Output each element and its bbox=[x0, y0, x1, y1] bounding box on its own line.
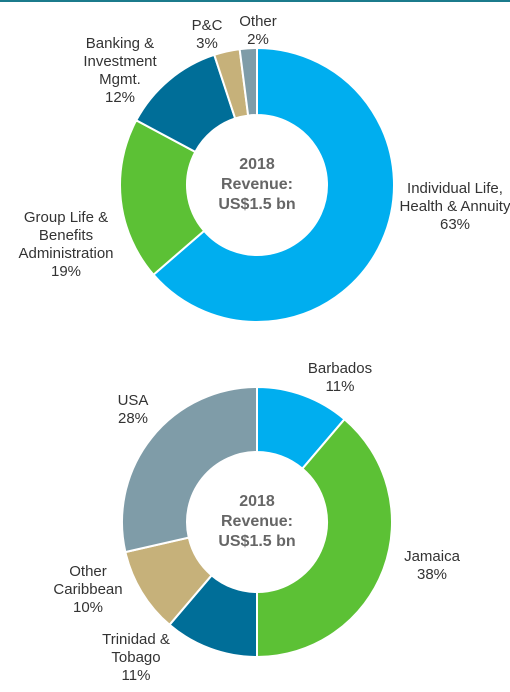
donut-segment bbox=[256, 417, 393, 659]
segment-label: Individual Life, Health & Annuity 63% bbox=[396, 180, 510, 234]
category-label: Barbados bbox=[307, 360, 373, 377]
segment-label: Barbados 11% bbox=[295, 360, 385, 396]
category-label: Other bbox=[239, 13, 277, 30]
segment-label: Other 2% bbox=[233, 13, 283, 49]
segment-label: Jamaica 38% bbox=[392, 548, 472, 584]
donut-segment bbox=[121, 385, 258, 554]
category-label: Trinidad & Tobago bbox=[102, 631, 170, 666]
segment-label: P&C 3% bbox=[187, 17, 227, 53]
segment-label: Banking & Investment Mgmt. 12% bbox=[74, 35, 166, 107]
header-rule bbox=[0, 0, 510, 2]
value-label: 11% bbox=[121, 667, 151, 684]
value-label: 10% bbox=[72, 599, 104, 616]
category-label: Jamaica bbox=[404, 548, 460, 565]
segment-label: Other Caribbean 10% bbox=[43, 563, 133, 617]
value-label: 2% bbox=[247, 31, 269, 48]
value-label: 38% bbox=[416, 566, 448, 583]
donut-segment bbox=[238, 46, 258, 117]
category-label: Individual Life, Health & Annuity bbox=[399, 180, 510, 215]
value-label: 63% bbox=[439, 216, 471, 233]
segment-label: Group Life & Benefits Administration 19% bbox=[10, 209, 122, 281]
value-label: 28% bbox=[117, 410, 149, 427]
value-label: 3% bbox=[196, 35, 218, 52]
category-label: Other Caribbean bbox=[53, 563, 123, 598]
center-label: 2018 Revenue: US$1.5 bn bbox=[218, 493, 296, 550]
category-label: Banking & Investment Mgmt. bbox=[83, 35, 157, 88]
segment-label: USA 28% bbox=[103, 392, 163, 428]
category-label: Group Life & Benefits Administration bbox=[18, 209, 114, 262]
center-label: 2018 Revenue: US$1.5 bn bbox=[218, 156, 296, 213]
category-label: USA bbox=[117, 392, 149, 409]
value-label: 19% bbox=[50, 263, 82, 280]
donut-segment bbox=[152, 46, 395, 323]
segment-label: Trinidad & Tobago 11% bbox=[91, 631, 181, 685]
value-label: 11% bbox=[325, 378, 355, 395]
category-label: P&C bbox=[191, 17, 223, 34]
value-label: 12% bbox=[104, 89, 136, 106]
